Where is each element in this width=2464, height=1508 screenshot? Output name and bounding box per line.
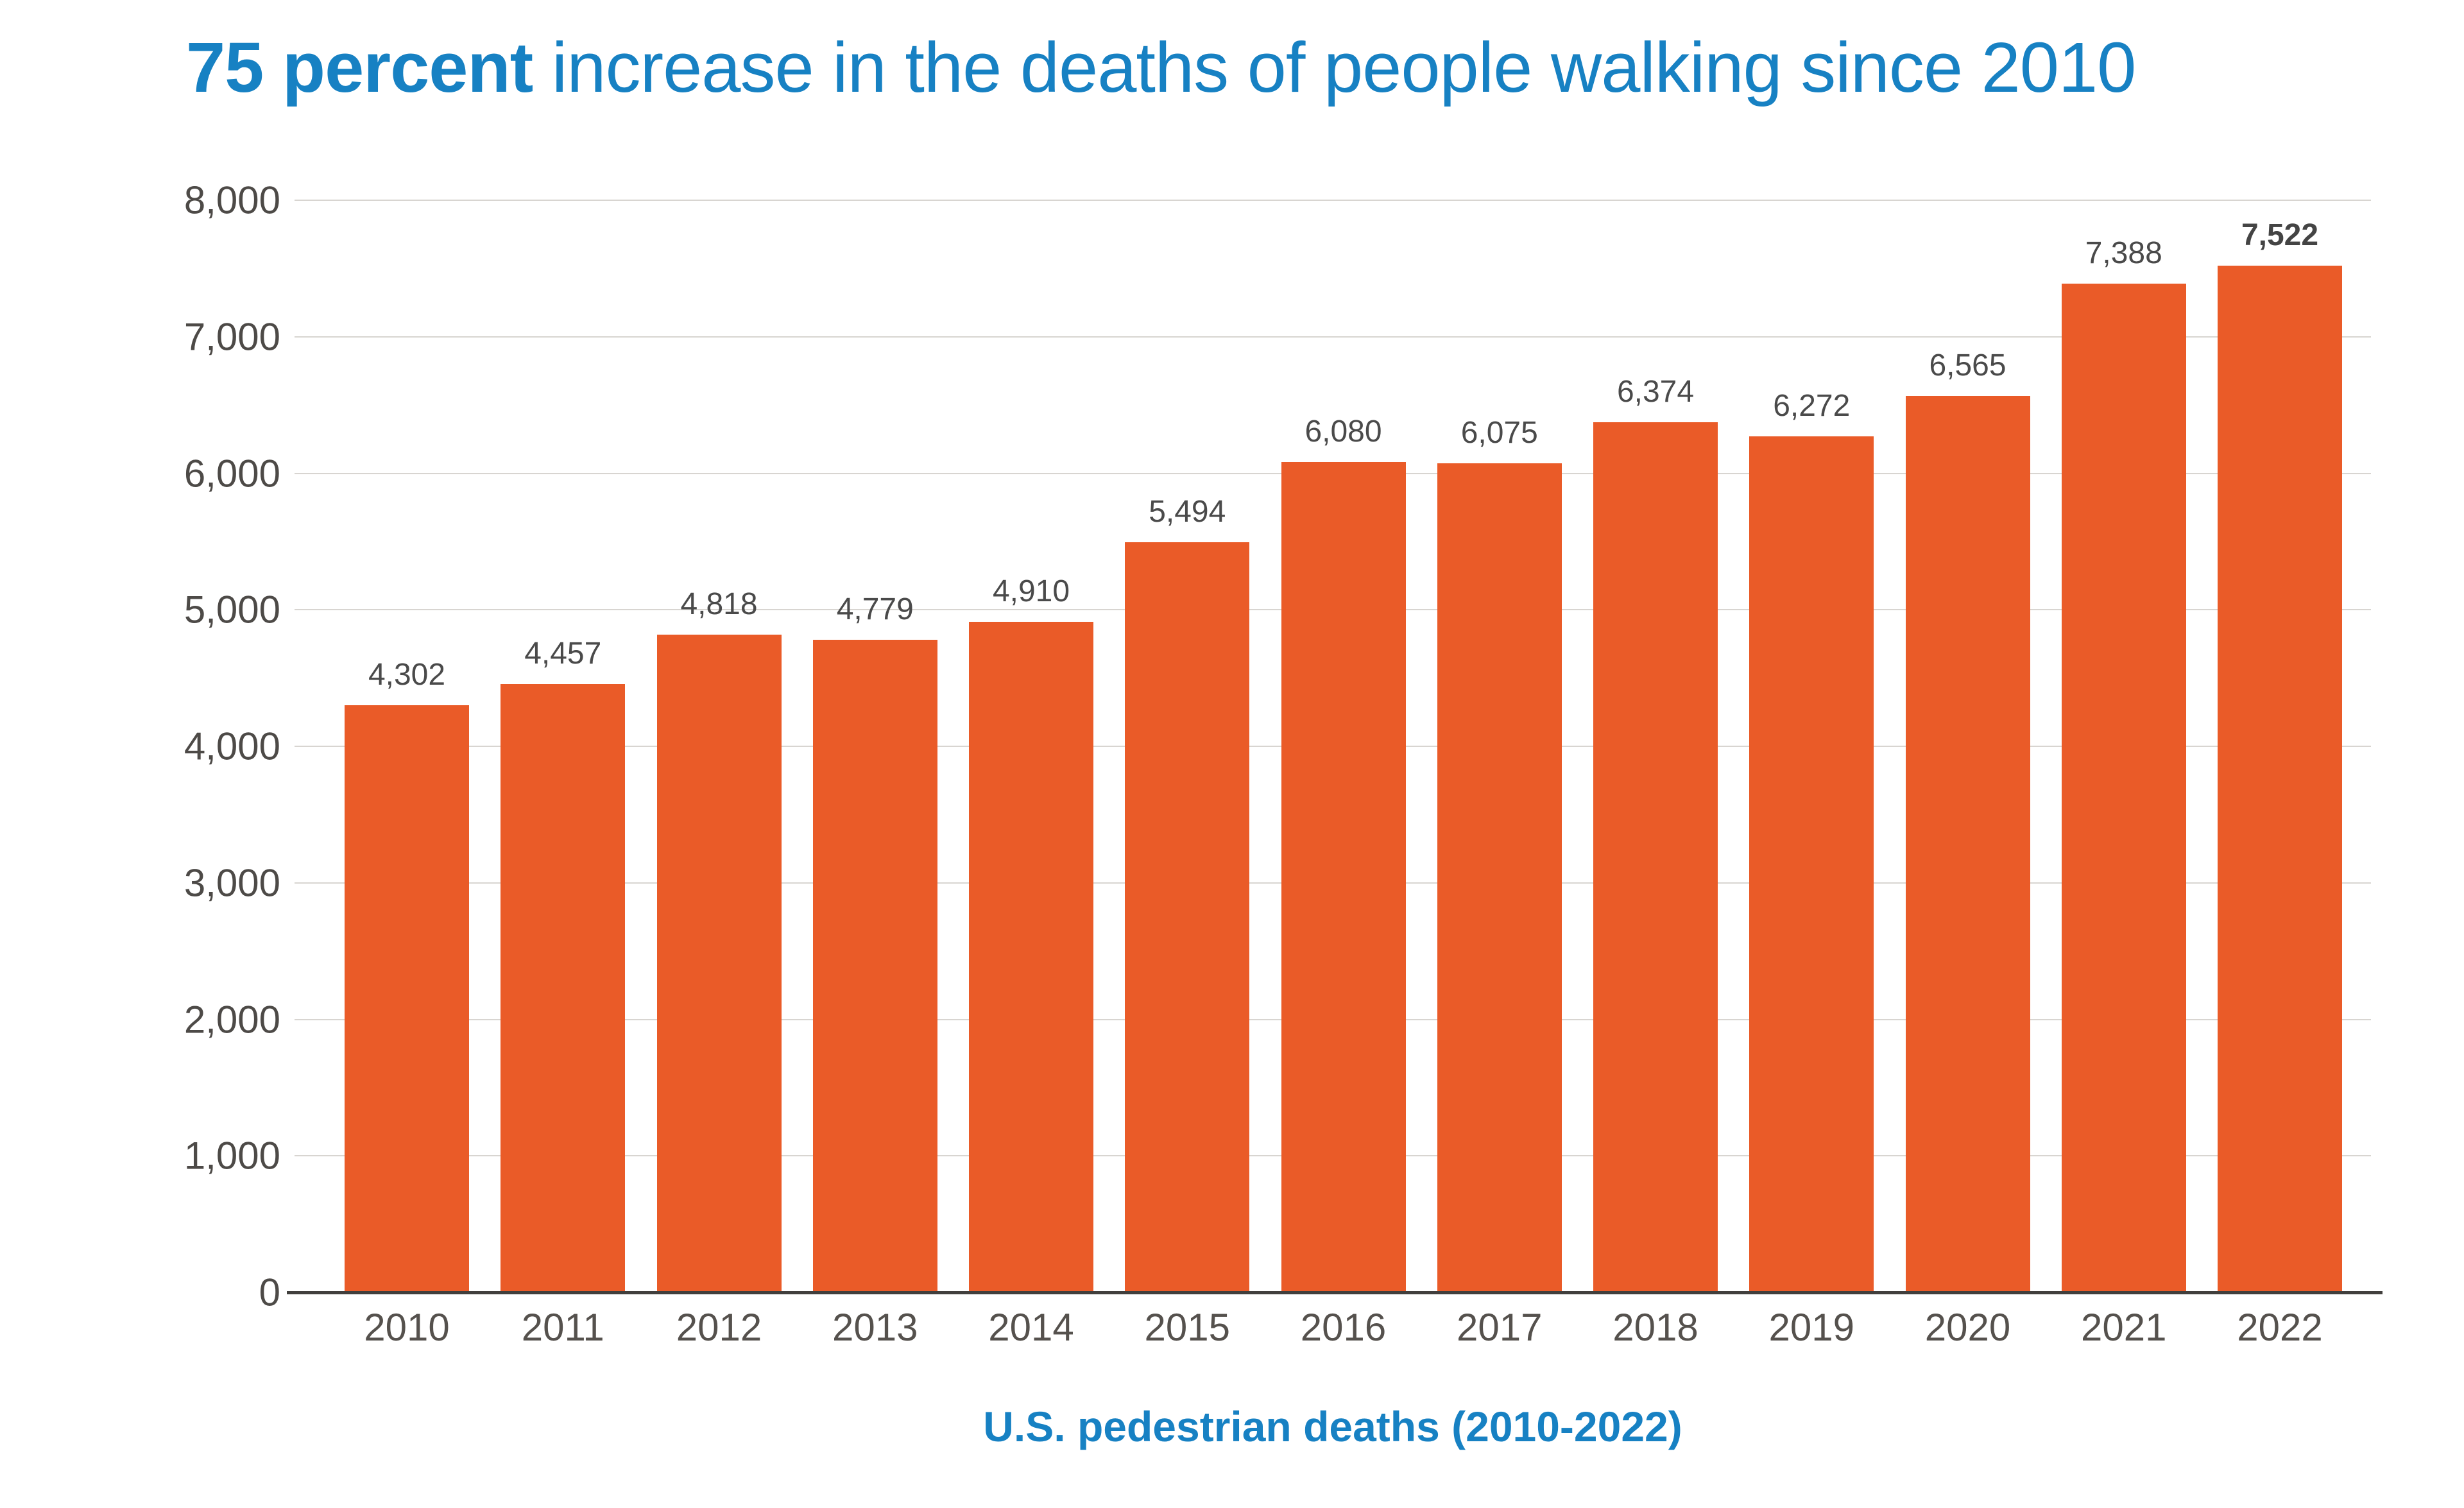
bar-group-2020: 6,565 [1905, 348, 2030, 1292]
y-tick-label: 8,000 [184, 178, 280, 222]
x-tick-label-2013: 2013 [832, 1306, 918, 1349]
x-tick-label-2020: 2020 [1924, 1306, 2011, 1349]
x-tick-label-2016: 2016 [1300, 1306, 1387, 1349]
bars-row: 4,302 4,457 4,818 4,779 4,910 5,494 6,080 6,075… [345, 200, 2342, 1292]
gridline-7,000 [295, 336, 2371, 338]
x-tick-label-2022: 2022 [2237, 1306, 2323, 1349]
bar-value-label: 6,075 [1460, 416, 1538, 450]
bar-value-label: 6,565 [1929, 348, 2006, 382]
gridline-8,000 [295, 200, 2371, 201]
bar-2019 [1749, 436, 1874, 1292]
bar-group-2021: 7,388 [2061, 236, 2186, 1292]
chart-title: 75 percent increase in the deaths of peo… [186, 27, 2137, 108]
bar-2022 [2218, 266, 2342, 1292]
x-tick-label-2015: 2015 [1144, 1306, 1230, 1349]
bar-value-label: 7,522 [2241, 218, 2319, 252]
x-axis-tick-labels: 2010 2011 2012 2013 2014 2015 2016 2017 2018 2019… [345, 1305, 2342, 1349]
y-tick-label: 4,000 [184, 724, 280, 768]
bar-value-label: 6,272 [1773, 389, 1851, 423]
bar-value-label: 5,494 [1149, 495, 1226, 529]
x-tick-label-2021: 2021 [2081, 1306, 2167, 1349]
bar-2012 [656, 635, 782, 1292]
bar-value-label: 6,080 [1305, 415, 1382, 449]
bar-value-label: 4,818 [680, 587, 758, 621]
y-tick-label: 5,000 [184, 588, 280, 631]
bar-2013 [812, 640, 937, 1292]
chart-title-text: increase in the deaths of people walking… [533, 28, 2137, 107]
y-tick-label: 6,000 [184, 452, 280, 495]
bar-group-2019: 6,272 [1749, 388, 1874, 1292]
bar-value-label: 7,388 [2085, 236, 2162, 270]
bar-group-2012: 4,818 [656, 587, 782, 1292]
y-tick-label: 3,000 [184, 861, 280, 905]
y-tick-label: 0 [259, 1271, 280, 1314]
bar-group-2014: 4,910 [969, 574, 1093, 1292]
bar-value-label: 4,457 [524, 637, 602, 671]
x-tick-label-2019: 2019 [1768, 1306, 1854, 1349]
bar-group-2011: 4,457 [501, 636, 626, 1292]
x-tick-label-2012: 2012 [676, 1306, 762, 1349]
x-axis-line [287, 1291, 2383, 1294]
bar-2016 [1281, 462, 1406, 1292]
bar-2021 [2061, 284, 2186, 1292]
x-tick-label-2014: 2014 [988, 1306, 1074, 1349]
bar-value-label: 4,779 [836, 592, 914, 626]
bar-2015 [1125, 542, 1250, 1292]
x-tick-label-2017: 2017 [1457, 1306, 1543, 1349]
bar-value-label: 6,374 [1616, 375, 1695, 409]
bar-group-2022: 7,522 [2218, 218, 2342, 1292]
x-tick-label-2018: 2018 [1613, 1306, 1698, 1349]
bar-2018 [1593, 422, 1718, 1292]
bar-2011 [501, 684, 626, 1292]
y-tick-label: 1,000 [184, 1134, 280, 1178]
y-tick-label: 7,000 [184, 315, 280, 359]
x-tick-label-2011: 2011 [521, 1306, 604, 1349]
bar-group-2010: 4,302 [345, 657, 469, 1292]
bar-group-2013: 4,779 [812, 592, 937, 1292]
bar-group-2017: 6,075 [1437, 415, 1562, 1292]
bar-2017 [1437, 463, 1562, 1292]
bar-value-label: 4,302 [368, 658, 446, 692]
bar-group-2015: 5,494 [1125, 494, 1250, 1292]
bar-2020 [1905, 396, 2030, 1292]
x-tick-label-2010: 2010 [364, 1306, 450, 1349]
bar-2014 [969, 622, 1093, 1292]
y-tick-label: 2,000 [184, 998, 280, 1041]
chart-title-emphasis: 75 percent [186, 28, 533, 107]
bar-value-label: 4,910 [992, 574, 1070, 608]
x-axis-title: U.S. pedestrian deaths (2010-2022) [983, 1403, 1682, 1450]
bar-group-2018: 6,374 [1593, 374, 1718, 1292]
bar-group-2016: 6,080 [1281, 414, 1406, 1292]
bar-2010 [345, 705, 469, 1292]
